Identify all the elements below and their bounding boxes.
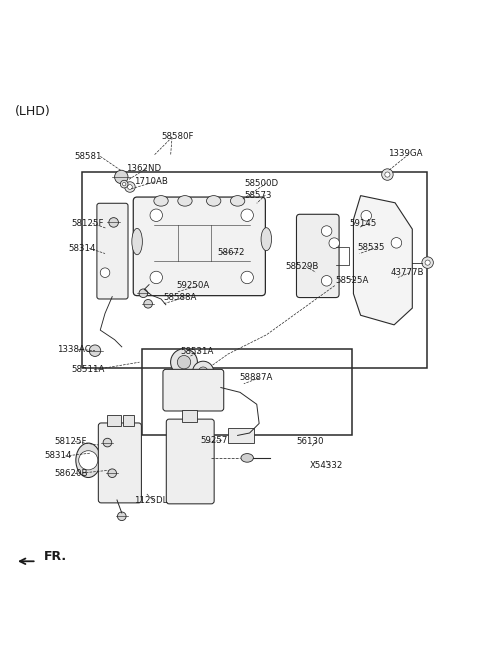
Bar <box>181 410 197 422</box>
Text: 58525A: 58525A <box>336 277 369 285</box>
Ellipse shape <box>230 196 245 206</box>
FancyBboxPatch shape <box>163 369 224 411</box>
Text: 59145: 59145 <box>349 219 376 228</box>
Text: 58581: 58581 <box>75 152 102 161</box>
Bar <box>142 349 352 436</box>
Text: 58620B: 58620B <box>54 469 88 478</box>
Circle shape <box>139 289 148 297</box>
Text: 1362ND: 1362ND <box>126 164 161 173</box>
Ellipse shape <box>178 196 192 206</box>
Text: 1710AB: 1710AB <box>134 178 168 186</box>
Circle shape <box>118 512 126 521</box>
Text: 56130: 56130 <box>297 437 324 446</box>
FancyBboxPatch shape <box>98 423 142 503</box>
Circle shape <box>108 469 117 477</box>
Text: 58531A: 58531A <box>180 347 214 356</box>
Text: 58887A: 58887A <box>239 374 273 382</box>
Text: 58529B: 58529B <box>286 262 319 271</box>
Bar <box>123 416 134 426</box>
Circle shape <box>100 268 110 277</box>
Ellipse shape <box>154 196 168 206</box>
Text: 43777B: 43777B <box>391 268 424 277</box>
Circle shape <box>385 172 390 177</box>
Text: 59257: 59257 <box>201 436 228 445</box>
Text: 58672: 58672 <box>217 247 244 257</box>
Circle shape <box>109 217 119 227</box>
Circle shape <box>322 275 332 286</box>
Text: X54332: X54332 <box>310 461 343 470</box>
Text: 58535: 58535 <box>357 243 385 252</box>
Circle shape <box>89 345 101 356</box>
Ellipse shape <box>261 227 272 251</box>
Text: 58125F: 58125F <box>54 437 87 446</box>
Circle shape <box>128 185 132 190</box>
FancyBboxPatch shape <box>297 214 339 297</box>
Text: 58125F: 58125F <box>72 219 104 228</box>
Text: 1125DL: 1125DL <box>134 497 167 505</box>
Circle shape <box>198 367 208 376</box>
Bar <box>82 172 427 368</box>
Circle shape <box>120 180 128 188</box>
Polygon shape <box>353 196 412 325</box>
Circle shape <box>425 260 430 265</box>
Circle shape <box>361 210 372 221</box>
Ellipse shape <box>206 196 221 206</box>
Circle shape <box>150 271 162 284</box>
Circle shape <box>192 361 214 382</box>
Text: 58511A: 58511A <box>72 365 105 374</box>
Circle shape <box>144 299 153 308</box>
Text: 58573: 58573 <box>245 191 272 200</box>
Text: 58588A: 58588A <box>163 293 197 302</box>
Text: 58314: 58314 <box>45 452 72 460</box>
Circle shape <box>329 238 339 248</box>
Circle shape <box>115 170 128 184</box>
Ellipse shape <box>241 454 253 462</box>
Circle shape <box>170 348 197 376</box>
FancyBboxPatch shape <box>97 203 128 299</box>
Circle shape <box>422 257 433 269</box>
FancyBboxPatch shape <box>166 419 214 504</box>
FancyBboxPatch shape <box>133 197 265 296</box>
Circle shape <box>241 209 253 221</box>
Text: 58314: 58314 <box>69 244 96 253</box>
Circle shape <box>150 209 162 221</box>
Circle shape <box>322 226 332 236</box>
Bar <box>108 416 121 426</box>
Text: 1339GA: 1339GA <box>388 150 423 158</box>
Circle shape <box>79 451 98 470</box>
Text: 58500D: 58500D <box>245 179 279 188</box>
Bar <box>228 428 254 443</box>
Ellipse shape <box>76 443 101 477</box>
Circle shape <box>122 182 126 186</box>
Ellipse shape <box>132 228 143 255</box>
Text: (LHD): (LHD) <box>15 105 51 118</box>
Circle shape <box>391 237 402 248</box>
Text: 59250A: 59250A <box>177 281 210 290</box>
Circle shape <box>125 182 135 192</box>
Text: 1338AC: 1338AC <box>57 344 91 354</box>
Circle shape <box>382 169 393 180</box>
Text: 58580F: 58580F <box>161 132 193 141</box>
Circle shape <box>177 356 191 369</box>
Circle shape <box>103 438 112 447</box>
Circle shape <box>241 271 253 284</box>
Text: FR.: FR. <box>44 550 67 563</box>
